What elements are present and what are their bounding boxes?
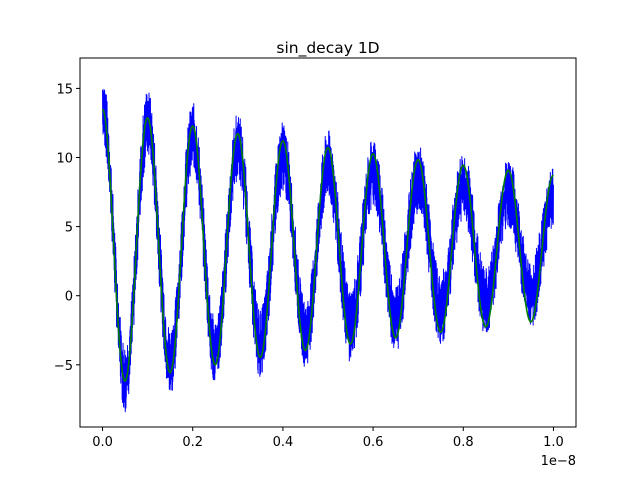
chart-title: sin_decay 1D (276, 39, 379, 58)
x-tick-label: 0.0 (92, 435, 113, 450)
x-tick-label: 0.6 (363, 435, 384, 450)
plot-frame (79, 57, 577, 428)
y-tick-label: 0 (65, 290, 73, 305)
x-axis-offset-label: 1e−8 (541, 454, 576, 469)
y-tick-label: 10 (56, 152, 73, 167)
x-tick-label: 0.8 (453, 435, 474, 450)
y-tick-label: 5 (65, 221, 73, 236)
x-axis: 0.0 0.2 0.4 0.6 0.8 1.0 (92, 427, 564, 450)
fit-line (101, 108, 554, 383)
y-tick-label: −5 (54, 359, 73, 374)
x-tick-label: 0.4 (273, 435, 294, 450)
y-tick-label: 15 (56, 82, 73, 97)
x-tick-label: 1.0 (543, 435, 564, 450)
x-tick-label: 0.2 (182, 435, 203, 450)
y-axis: −5 0 5 10 15 (54, 82, 80, 374)
series-layer (101, 88, 554, 413)
